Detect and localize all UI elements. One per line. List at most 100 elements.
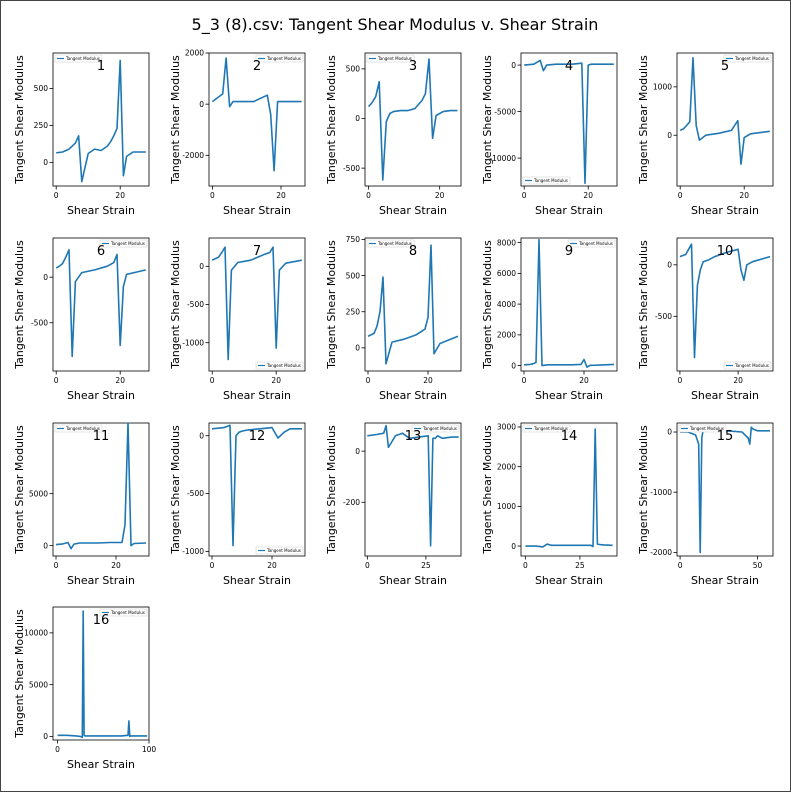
- series-line: [211, 424, 302, 547]
- legend-box: [366, 54, 415, 63]
- y-tick-label: 0: [43, 732, 48, 741]
- y-tick-label: 2000: [497, 331, 516, 340]
- legend: Tangent Modulus: [567, 239, 616, 248]
- y-axis-label: Tangent Shear Modulus: [169, 425, 182, 555]
- x-tick-label: 25: [575, 561, 585, 570]
- y-tick-label: 4000: [497, 300, 516, 309]
- x-tick-label: 0: [365, 561, 370, 570]
- y-axis-label: Tangent Shear Modulus: [325, 240, 338, 370]
- y-tick-label: 0: [355, 344, 360, 353]
- y-tick-label: 250: [346, 307, 361, 316]
- x-axis-label: Shear Strain: [223, 389, 291, 402]
- series-line: [680, 426, 770, 554]
- x-axis-label: Shear Strain: [691, 204, 759, 217]
- y-axis-label: Tangent Shear Modulus: [637, 425, 650, 555]
- y-tick-label: -200: [343, 498, 360, 507]
- x-tick-label: 20: [267, 561, 277, 570]
- subplot-16: 0 100 0 5000 10000 Shear Strain Tangent Shear …: [13, 606, 157, 771]
- y-tick-label: 0: [199, 431, 204, 440]
- x-tick-label: 0: [678, 561, 683, 570]
- subplot-15: 0 50 -2000 -1000 0 Shear Strain Tangent Shear …: [637, 422, 774, 587]
- x-tick-label: 0: [210, 561, 215, 570]
- legend-label: Tangent Modulus: [734, 363, 769, 368]
- y-tick-label: 500: [346, 271, 361, 280]
- y-axis-label: Tangent Shear Modulus: [13, 240, 26, 370]
- x-tick-label: 20: [739, 191, 749, 200]
- x-tick-label: 0: [522, 376, 527, 385]
- axes-frame: [520, 422, 618, 557]
- series-line: [55, 422, 147, 550]
- y-tick-label: -500: [31, 318, 48, 327]
- panel-label: 12: [249, 429, 266, 444]
- series-line: [211, 246, 302, 361]
- y-tick-label: -2000: [182, 151, 204, 160]
- legend: Tangent Modulus: [678, 424, 727, 433]
- subplot-12: 0 20 -1000 -500 0 Shear Strain Tangent Shear M…: [169, 422, 306, 587]
- axes-frame: [52, 52, 150, 187]
- x-tick-label: 0: [54, 191, 59, 200]
- legend-box: [366, 239, 415, 248]
- y-axis-label: Tangent Shear Modulus: [325, 55, 338, 185]
- y-axis-label: Tangent Shear Modulus: [169, 55, 182, 185]
- x-tick-label: 0: [210, 376, 215, 385]
- series-line: [679, 56, 770, 165]
- y-axis-label: Tangent Shear Modulus: [637, 240, 650, 370]
- x-axis-label: Shear Strain: [535, 204, 603, 217]
- legend-label: Tangent Modulus: [734, 56, 769, 61]
- subplot-5: 0 20 0 1000 Shear Strain Tangent Shear Modulu…: [637, 52, 774, 217]
- x-tick-label: 0: [522, 191, 527, 200]
- y-axis-label: Tangent Shear Modulus: [13, 425, 26, 555]
- axes-frame: [52, 422, 150, 557]
- legend-label: Tangent Modulus: [689, 426, 724, 431]
- panel-label: 11: [93, 429, 110, 444]
- y-tick-label: -1000: [182, 547, 204, 556]
- y-tick-label: 0: [667, 131, 672, 140]
- legend-box: [99, 608, 148, 617]
- x-axis-label: Shear Strain: [379, 574, 447, 587]
- series-line: [679, 243, 771, 359]
- legend-box: [567, 239, 616, 248]
- subplot-9: 0 20 0 2000 4000 6000 8000 Shear Strain Tangent …: [481, 237, 618, 402]
- y-tick-label: -1000: [182, 338, 204, 347]
- y-tick-label: 1000: [653, 83, 672, 92]
- panel-label: 2: [253, 59, 261, 74]
- y-tick-label: -10000: [489, 154, 516, 163]
- legend-label: Tangent Modulus: [533, 178, 568, 183]
- panel-label: 7: [253, 244, 261, 259]
- panel-label: 3: [409, 59, 417, 74]
- legend: Tangent Modulus: [522, 424, 571, 433]
- y-axis-label: Tangent Shear Modulus: [13, 609, 26, 739]
- y-tick-label: 6000: [497, 269, 516, 278]
- x-axis-label: Shear Strain: [67, 389, 135, 402]
- legend-label: Tangent Modulus: [266, 548, 301, 553]
- panel-label: 4: [565, 59, 573, 74]
- x-tick-label: 100: [142, 745, 157, 754]
- panel-label: 14: [561, 429, 578, 444]
- y-tick-label: 8000: [497, 238, 516, 247]
- y-tick-label: 0: [199, 262, 204, 271]
- y-tick-label: 2000: [185, 49, 204, 58]
- legend-box: [255, 54, 304, 63]
- x-axis-label: Shear Strain: [379, 389, 447, 402]
- y-tick-label: 0: [355, 114, 360, 123]
- x-tick-label: 20: [276, 191, 286, 200]
- panel-label: 5: [721, 59, 729, 74]
- legend: Tangent Modulus: [723, 54, 772, 63]
- y-axis-label: Tangent Shear Modulus: [169, 240, 182, 370]
- legend-label: Tangent Modulus: [110, 610, 145, 615]
- panel-label: 1: [97, 59, 105, 74]
- y-tick-label: 750: [346, 235, 361, 244]
- legend: Tangent Modulus: [366, 54, 415, 63]
- legend-box: [678, 424, 727, 433]
- y-tick-label: -5000: [494, 107, 516, 116]
- series-line: [525, 428, 613, 548]
- x-axis-label: Shear Strain: [535, 389, 603, 402]
- x-axis-label: Shear Strain: [223, 574, 291, 587]
- x-tick-label: 20: [435, 191, 445, 200]
- series-line: [524, 59, 614, 184]
- x-tick-label: 20: [579, 376, 589, 385]
- y-tick-label: 250: [34, 121, 49, 130]
- axes-frame: [208, 422, 306, 557]
